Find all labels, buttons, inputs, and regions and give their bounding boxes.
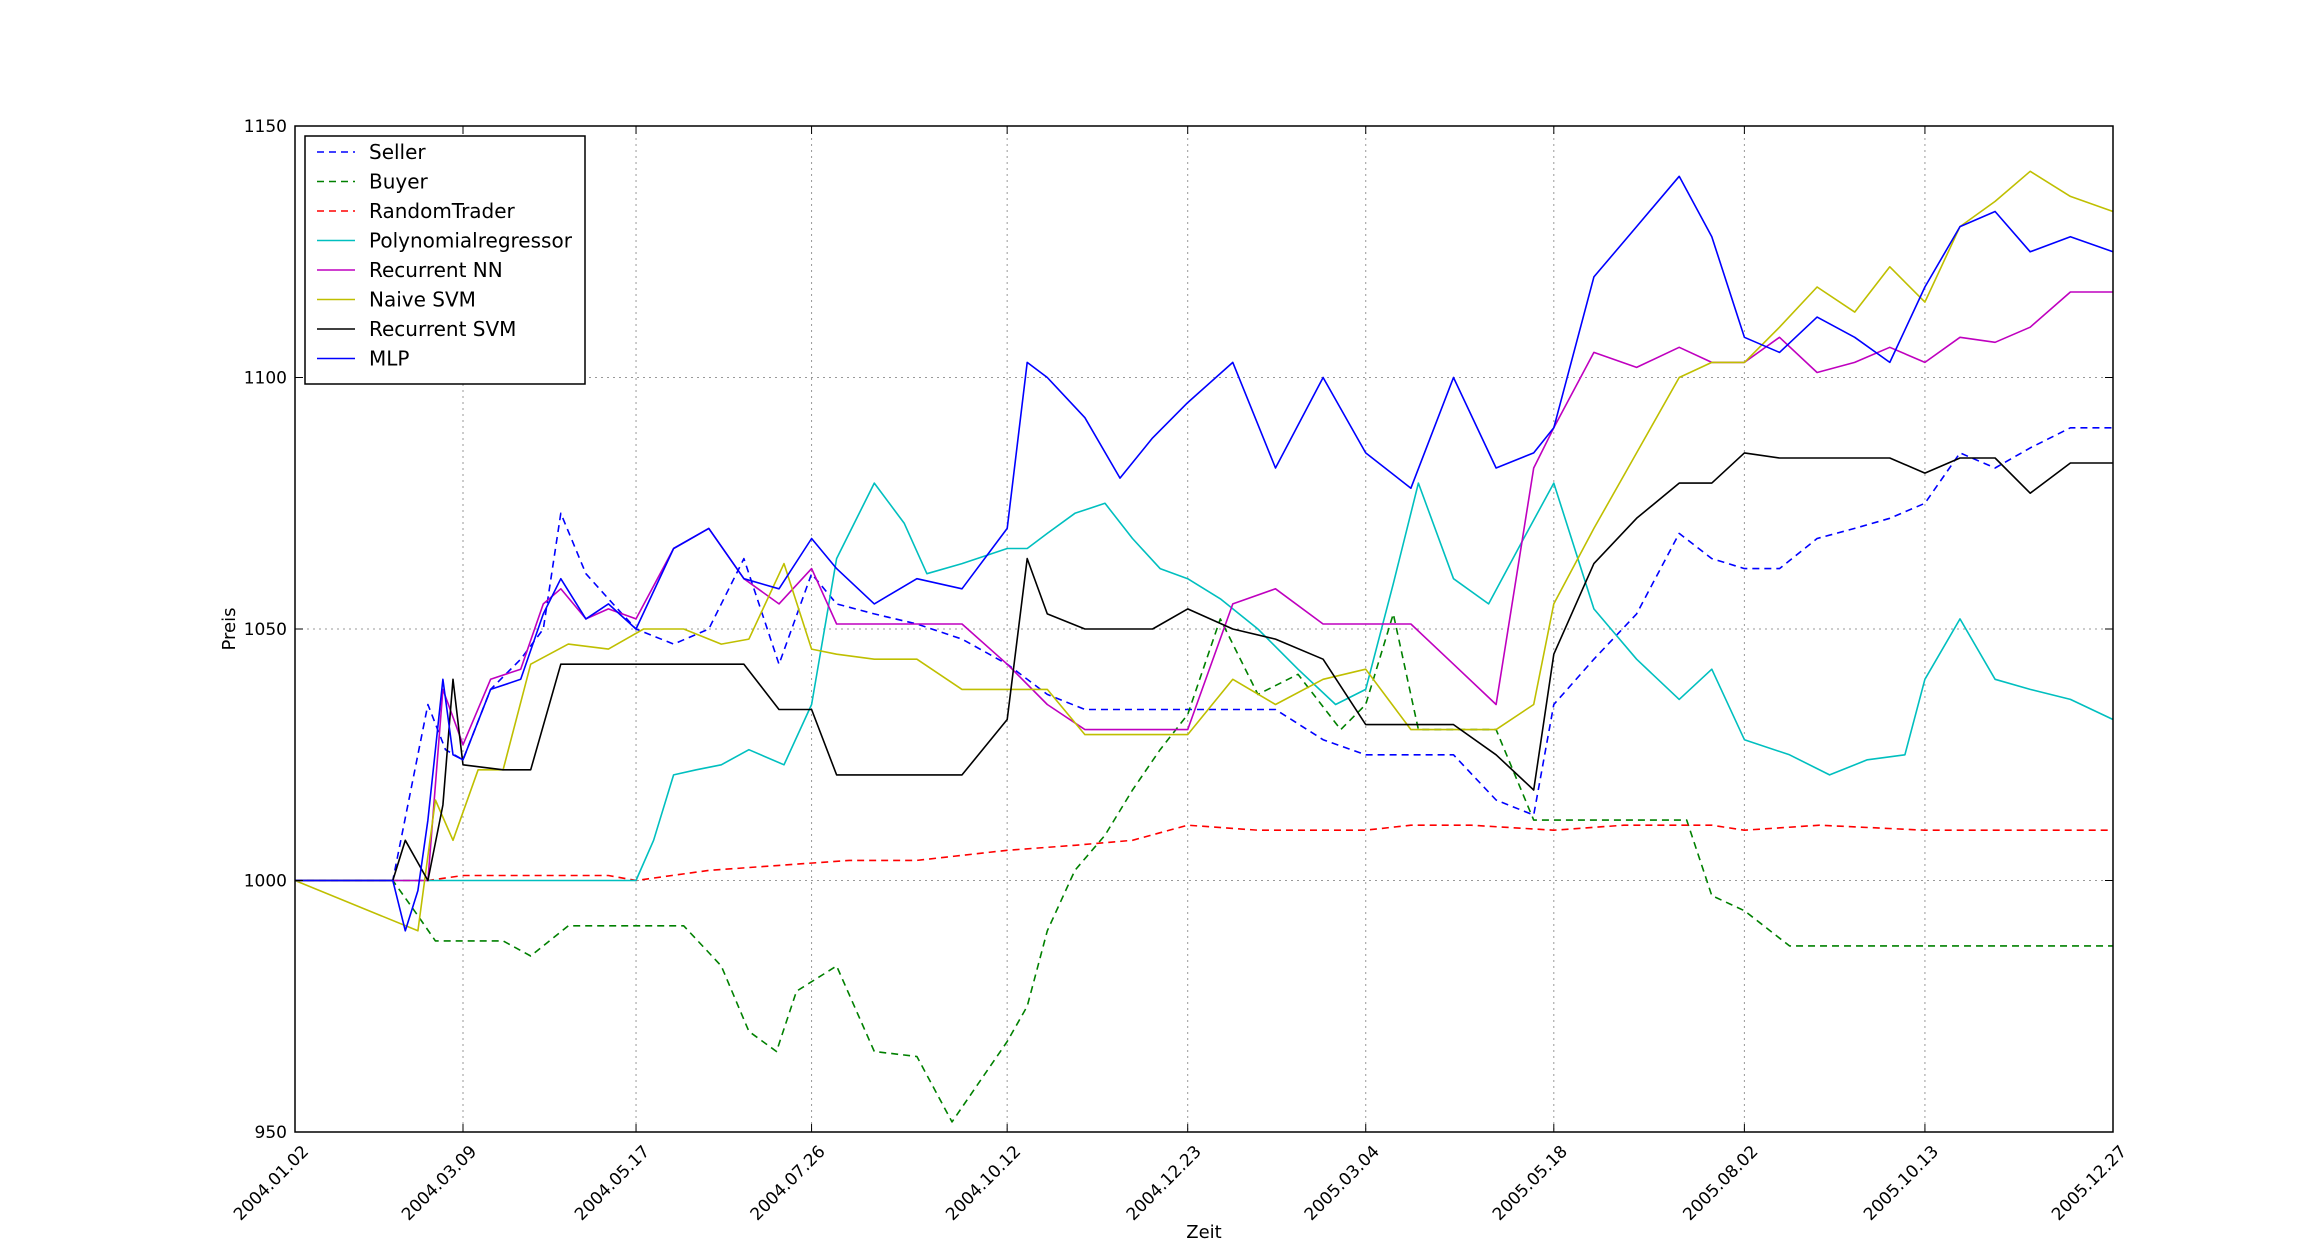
legend-entry: Seller [369,140,426,164]
y-tick-label: 1050 [244,620,287,640]
x-axis-label: Zeit [1186,1222,1221,1242]
legend-entry: MLP [369,347,409,371]
series-layer [294,170,2114,1123]
series-line-seller [295,426,2113,882]
legend-entry: Naive SVM [369,288,476,312]
y-axis-ticks: 950 1000 1050 1100 1150 [244,117,2113,1143]
series-line-recurrent-svm [295,452,2113,882]
series-line-naive-svm [294,170,2114,932]
legend-entry: RandomTrader [369,199,516,223]
legend-box [304,135,586,385]
legend-entry: Buyer [369,170,429,194]
y-tick-label: 1150 [244,117,287,137]
y-axis-label: Preis [219,608,240,651]
legend-entry: Polynomialregressor [369,229,573,253]
series-line-polynomialregressor [295,482,2114,882]
series-line-mlp [295,175,2114,932]
legend-entry: Recurrent NN [369,258,503,282]
y-tick-label: 1000 [244,872,287,892]
y-tick-label: 950 [255,1123,287,1143]
y-tick-label: 1100 [244,369,287,389]
series-line-randomtrader [295,824,2113,882]
legend: Seller Buyer RandomTrader Polynomialregress… [304,135,586,385]
legend-entry: Recurrent SVM [369,317,516,341]
